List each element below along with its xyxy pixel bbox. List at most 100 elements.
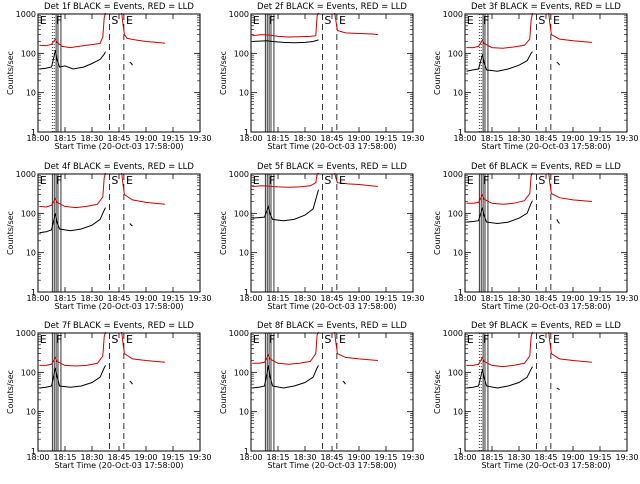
panel-title: Det 7f BLACK = Events, RED = LLD (44, 321, 194, 331)
series-line-lld (334, 12, 378, 36)
y-tick-label: 1000 (443, 10, 463, 19)
x-axis-label: Start Time (20-Oct-03 17:58:00) (267, 461, 396, 470)
annotation-label: F (269, 174, 275, 187)
x-tick-label: 18:30 (507, 453, 530, 462)
x-tick-label: 19:30 (188, 294, 211, 303)
x-tick-label: 19:30 (615, 134, 638, 143)
panel-title: Det 9f BLACK = Events, RED = LLD (471, 321, 621, 331)
y-tick-label: 100 (21, 368, 36, 377)
y-axis-label: Counts/sec (219, 370, 228, 414)
x-tick-label: 19:30 (188, 134, 211, 143)
annotation-label: F (56, 174, 62, 187)
y-tick-label: 10 (453, 249, 463, 258)
x-tick-label: 18:00 (453, 453, 476, 462)
y-tick-label: 1000 (229, 10, 249, 19)
annotation-label: E (40, 14, 47, 27)
y-axis-label: Counts/sec (433, 370, 442, 414)
x-tick-label: 18:45 (320, 294, 343, 303)
annotation-label: S (324, 333, 331, 346)
annotation-label: E (553, 14, 560, 27)
plot-frame (250, 13, 414, 133)
x-tick-label: 18:00 (239, 294, 262, 303)
series-line-lld (121, 172, 165, 205)
y-tick-label: 10 (26, 249, 36, 258)
series-line-lld (466, 12, 533, 49)
annotation-label: F (483, 14, 489, 27)
panel-title: Det 3f BLACK = Events, RED = LLD (471, 2, 621, 12)
x-tick-label: 19:15 (588, 453, 611, 462)
y-axis-label: Counts/sec (6, 51, 15, 95)
x-axis-label: Start Time (20-Oct-03 17:58:00) (54, 461, 183, 470)
annotation-label: S (538, 333, 545, 346)
plot-frame (464, 173, 628, 293)
series-line-lld (548, 331, 592, 363)
x-tick-label: 18:00 (26, 453, 49, 462)
panel-title: Det 8f BLACK = Events, RED = LLD (257, 321, 407, 331)
series-line-lld (252, 12, 319, 38)
panel-2: Det 2f BLACK = Events, RED = LLD Counts/s… (219, 2, 425, 151)
y-axis-label: Counts/sec (433, 51, 442, 95)
series-line-lld (252, 172, 319, 188)
series-line-lld (39, 331, 106, 367)
x-axis-label: Start Time (20-Oct-03 17:58:00) (481, 142, 610, 151)
panel-8: Det 8f BLACK = Events, RED = LLD Counts/s… (219, 321, 425, 470)
plot-frame (464, 13, 628, 133)
plot-frame (37, 173, 201, 293)
x-tick-label: 18:45 (534, 134, 557, 143)
series-line-events (342, 380, 346, 385)
x-tick-label: 18:30 (293, 453, 316, 462)
x-tick-label: 18:45 (107, 134, 130, 143)
x-axis-label: Start Time (20-Oct-03 17:58:00) (267, 302, 396, 311)
panel-9: Det 9f BLACK = Events, RED = LLD Counts/s… (433, 321, 639, 470)
annotation-label: E (40, 174, 47, 187)
x-tick-label: 19:00 (134, 134, 157, 143)
panel-title: Det 4f BLACK = Events, RED = LLD (44, 162, 194, 172)
series-line-lld (466, 331, 533, 368)
x-tick-label: 18:30 (507, 134, 530, 143)
x-tick-label: 18:00 (239, 134, 262, 143)
x-tick-label: 19:15 (374, 453, 397, 462)
y-tick-label: 1000 (16, 10, 36, 19)
annotation-label: F (269, 14, 275, 27)
series-line-events (39, 365, 106, 389)
x-tick-label: 19:15 (161, 453, 184, 462)
annotation-label: F (56, 14, 62, 27)
y-tick-label: 1000 (229, 329, 249, 338)
series-line-events (129, 380, 133, 385)
x-tick-label: 18:45 (107, 294, 130, 303)
series-line-events (466, 200, 533, 225)
annotation-label: E (467, 174, 474, 187)
y-tick-label: 10 (26, 89, 36, 98)
annotation-label: E (253, 333, 260, 346)
annotation-label: E (553, 333, 560, 346)
y-axis-label: Counts/sec (219, 211, 228, 255)
x-tick-label: 19:15 (161, 134, 184, 143)
y-tick-label: 100 (234, 368, 249, 377)
y-tick-label: 1 (458, 128, 463, 137)
plot-frame (250, 173, 414, 293)
x-tick-label: 18:30 (293, 294, 316, 303)
x-tick-label: 19:30 (401, 134, 424, 143)
x-tick-label: 18:15 (266, 294, 289, 303)
y-tick-label: 1 (244, 447, 249, 456)
y-tick-label: 1 (244, 288, 249, 297)
y-tick-label: 10 (239, 408, 249, 417)
y-tick-label: 1000 (229, 170, 249, 179)
x-tick-label: 19:00 (134, 453, 157, 462)
x-tick-label: 19:15 (374, 134, 397, 143)
x-tick-label: 18:15 (266, 134, 289, 143)
x-tick-label: 18:45 (320, 134, 343, 143)
x-tick-label: 19:00 (347, 453, 370, 462)
x-tick-label: 18:00 (26, 294, 49, 303)
x-tick-label: 18:15 (53, 294, 76, 303)
x-tick-label: 18:15 (266, 453, 289, 462)
y-axis-label: Counts/sec (433, 211, 442, 255)
series-line-events (556, 387, 560, 391)
panel-3: Det 3f BLACK = Events, RED = LLD Counts/s… (433, 2, 639, 151)
annotation-label: E (339, 174, 346, 187)
x-tick-label: 18:45 (107, 453, 130, 462)
x-axis-label: Start Time (20-Oct-03 17:58:00) (481, 302, 610, 311)
series-line-lld (466, 172, 533, 205)
x-tick-label: 18:00 (26, 134, 49, 143)
